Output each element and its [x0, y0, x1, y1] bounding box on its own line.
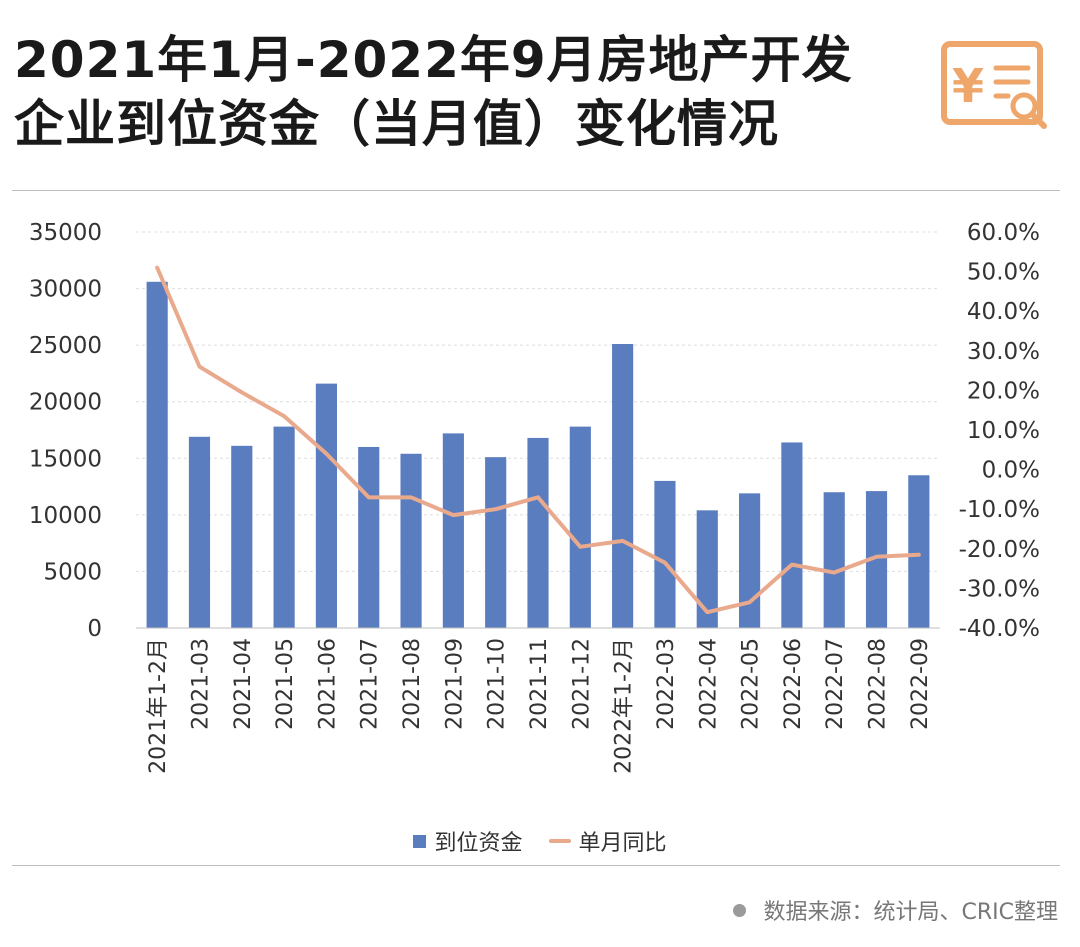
category-label: 2022年1-2月 [612, 638, 637, 774]
category-label: 2021-05 [273, 638, 298, 730]
right-tick-label: 0.0% [982, 458, 1040, 484]
category-label: 2021-12 [569, 638, 594, 730]
left-tick-label: 0 [87, 616, 102, 642]
yen-symbol: ¥ [952, 59, 984, 113]
legend-label-funds: 到位资金 [434, 831, 523, 856]
right-tick-label: -10.0% [959, 497, 1040, 523]
left-tick-label: 35000 [29, 220, 102, 246]
bar [781, 442, 803, 628]
chart-title: 2021年1月-2022年9月房地产开发 企业到位资金（当月值）变化情况 [14, 28, 924, 156]
bar [739, 493, 761, 628]
right-tick-label: 60.0% [967, 220, 1040, 246]
category-label: 2021-08 [400, 638, 425, 730]
bottom-divider [12, 865, 1060, 866]
category-label: 2021-04 [231, 638, 256, 730]
category-label: 2022-09 [908, 638, 933, 730]
bar [823, 492, 845, 628]
left-tick-label: 15000 [29, 446, 102, 472]
bar [442, 433, 464, 628]
category-label: 2022-06 [781, 638, 806, 730]
right-tick-label: 20.0% [967, 378, 1040, 404]
title-line-1: 2021年1月-2022年9月房地产开发 [14, 31, 853, 89]
legend-label-yoy: 单月同比 [578, 831, 667, 856]
bar [696, 510, 718, 628]
bar [908, 475, 930, 628]
left-tick-label: 5000 [43, 559, 102, 585]
bar [231, 445, 253, 628]
right-tick-label: 30.0% [967, 339, 1040, 365]
bar [569, 426, 591, 628]
category-label: 2021-06 [315, 638, 340, 730]
legend-item-yoy: 单月同比 [548, 825, 667, 857]
bullet-icon [732, 903, 746, 917]
bar [358, 446, 380, 628]
category-label: 2021-10 [485, 638, 510, 730]
finance-report-icon: ¥ [941, 41, 1047, 129]
category-label: 2021-07 [358, 638, 383, 730]
right-tick-label: -30.0% [959, 576, 1040, 602]
chart-legend: 到位资金 单月同比 [0, 823, 1080, 859]
category-label: 2022-05 [739, 638, 764, 730]
right-tick-label: -40.0% [959, 616, 1040, 642]
category-label: 2022-03 [654, 638, 679, 730]
right-tick-label: 50.0% [967, 260, 1040, 286]
right-tick-label: 10.0% [967, 418, 1040, 444]
right-tick-label: -20.0% [959, 537, 1040, 563]
source-text: 数据来源：统计局、CRIC整理 [763, 900, 1059, 925]
right-tick-label: 40.0% [967, 299, 1040, 325]
bar [612, 344, 634, 628]
category-label: 2021-09 [442, 638, 467, 730]
bar [315, 383, 337, 628]
source-note: 数据来源：统计局、CRIC整理 [732, 894, 1059, 926]
category-label: 2022-07 [823, 638, 848, 730]
bar [865, 491, 888, 628]
chart-area: 0 5000 10000 15000 20000 25000 30000 35000 -40.0… [29, 220, 1040, 774]
bar [188, 436, 211, 628]
category-label: 2021-11 [527, 638, 552, 730]
left-tick-label: 10000 [29, 503, 102, 529]
bar [485, 457, 507, 628]
category-label: 2021年1-2月 [146, 638, 171, 774]
left-tick-label: 25000 [29, 333, 102, 359]
top-divider [12, 190, 1060, 191]
left-tick-label: 30000 [29, 277, 102, 303]
bar [527, 437, 549, 628]
category-label: 2022-08 [866, 638, 891, 730]
bar [400, 453, 422, 628]
yoy-line [155, 265, 921, 615]
bar [146, 281, 168, 628]
bar [273, 426, 295, 628]
legend-item-funds: 到位资金 [413, 825, 523, 857]
legend-bar-swatch [413, 834, 427, 848]
left-tick-label: 20000 [29, 390, 102, 416]
title-line-2: 企业到位资金（当月值）变化情况 [14, 95, 779, 153]
bar [654, 480, 676, 628]
category-label: 2022-04 [696, 638, 721, 730]
category-label: 2021-03 [188, 638, 213, 730]
legend-line-swatch [548, 839, 571, 843]
